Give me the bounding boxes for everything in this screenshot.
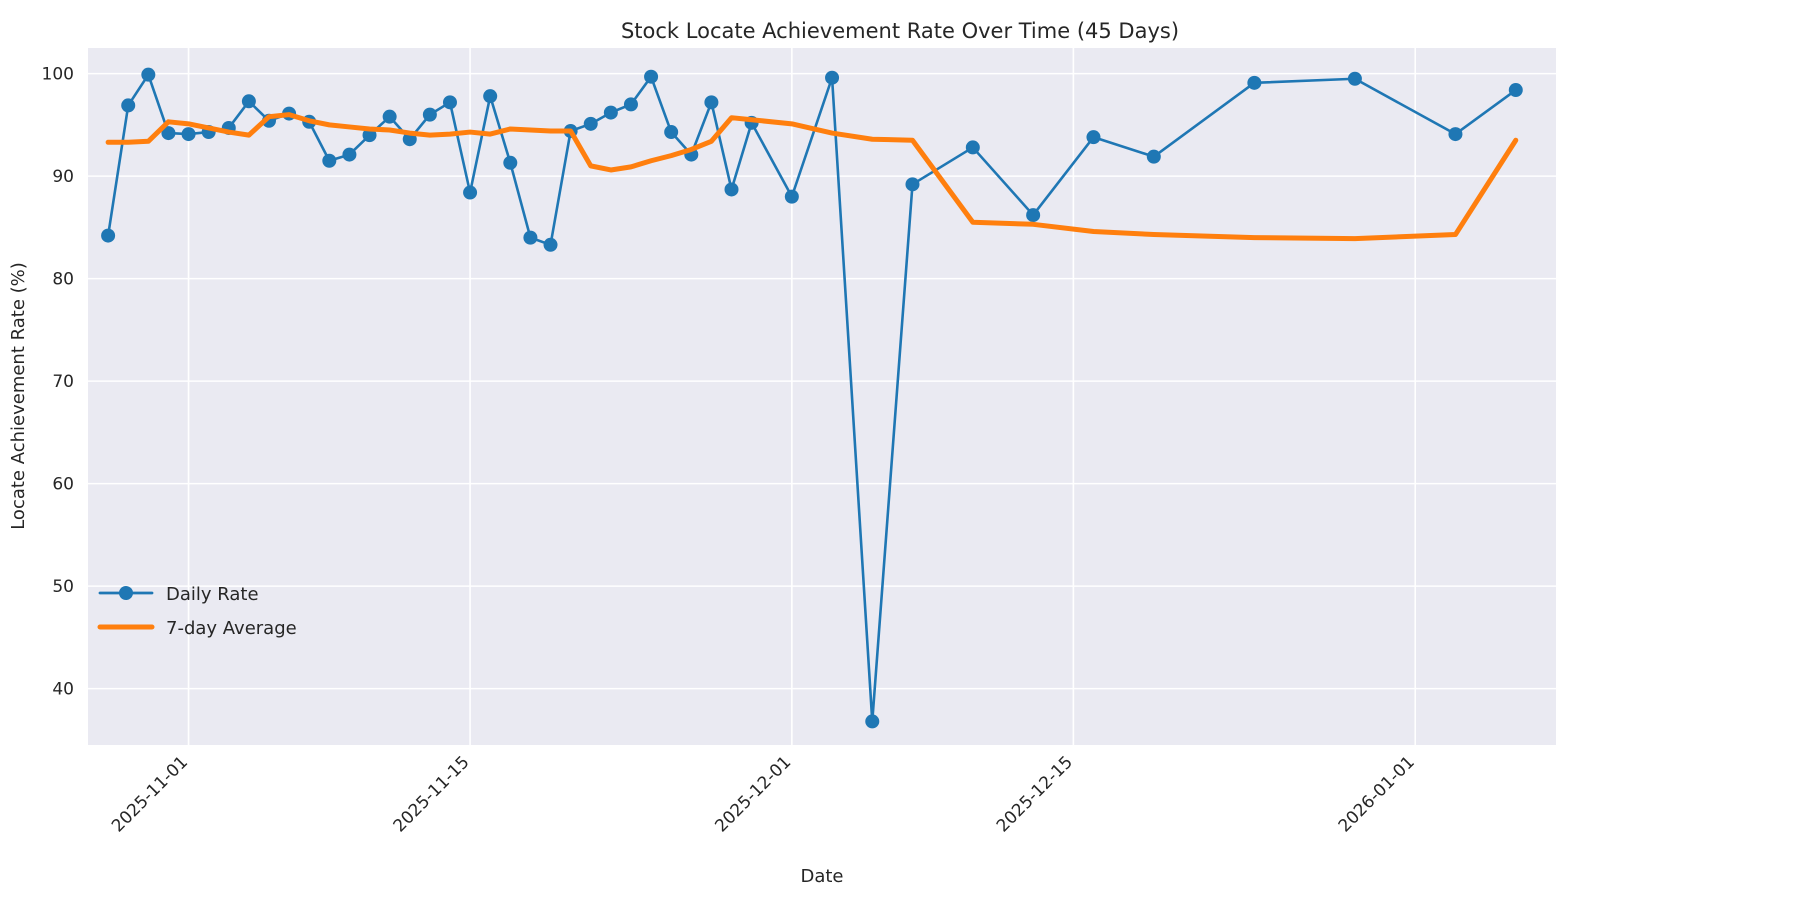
data-point-marker bbox=[1086, 130, 1101, 145]
data-point-marker bbox=[825, 70, 840, 85]
data-point-marker bbox=[1247, 75, 1262, 90]
data-point-marker bbox=[965, 140, 980, 155]
data-series-group bbox=[101, 67, 1523, 729]
data-point-marker bbox=[583, 116, 598, 131]
y-axis-label: Locate Achievement Rate (%) bbox=[8, 262, 29, 530]
y-tick-label: 100 bbox=[42, 65, 74, 85]
data-point-marker bbox=[342, 147, 357, 162]
y-tick-label: 70 bbox=[52, 372, 74, 392]
data-point-marker bbox=[603, 105, 618, 120]
data-point-marker bbox=[664, 125, 679, 140]
data-point-marker bbox=[463, 185, 478, 200]
data-point-marker bbox=[322, 153, 337, 168]
data-point-marker bbox=[241, 94, 256, 109]
data-point-marker bbox=[442, 95, 457, 110]
data-point-marker bbox=[623, 97, 638, 112]
data-point-marker bbox=[1146, 149, 1161, 164]
y-tick-label: 90 bbox=[52, 167, 74, 187]
y-axis-tick-labels: 40 50 60 70 80 90 100 bbox=[42, 65, 74, 700]
data-point-marker bbox=[724, 182, 739, 197]
data-point-marker bbox=[644, 69, 659, 84]
data-point-marker bbox=[1508, 83, 1523, 98]
data-point-marker bbox=[101, 228, 116, 243]
data-point-marker bbox=[141, 67, 156, 82]
data-point-marker bbox=[181, 127, 196, 142]
data-point-marker bbox=[382, 109, 397, 124]
legend-entry-label: Daily Rate bbox=[166, 584, 259, 605]
data-point-marker bbox=[865, 714, 880, 729]
data-point-marker bbox=[121, 98, 136, 113]
data-point-marker bbox=[905, 177, 920, 192]
series-line-7-day-average bbox=[105, 112, 1519, 242]
chart-title: Stock Locate Achievement Rate Over Time … bbox=[621, 19, 1179, 43]
data-point-marker bbox=[1448, 127, 1463, 142]
y-tick-label: 50 bbox=[52, 577, 74, 597]
data-point-marker bbox=[503, 155, 518, 170]
x-axis-label: Date bbox=[800, 866, 843, 887]
y-tick-label: 80 bbox=[52, 270, 74, 290]
chart-legend: Daily Rate 7-day Average bbox=[97, 584, 297, 639]
y-tick-label: 40 bbox=[52, 680, 74, 700]
data-point-marker bbox=[523, 230, 538, 245]
data-point-marker bbox=[1347, 71, 1362, 86]
data-point-marker bbox=[161, 126, 176, 141]
data-point-marker bbox=[422, 107, 437, 122]
legend-entry-label: 7-day Average bbox=[166, 618, 297, 639]
plot-area-background bbox=[88, 48, 1556, 745]
legend-swatch-marker bbox=[119, 586, 133, 600]
y-tick-label: 60 bbox=[52, 475, 74, 495]
data-point-marker bbox=[1026, 208, 1041, 223]
data-point-marker bbox=[784, 189, 799, 204]
data-point-marker bbox=[483, 89, 498, 104]
data-point-marker bbox=[704, 95, 719, 110]
grid-lines bbox=[88, 48, 1556, 745]
data-point-marker bbox=[543, 237, 558, 252]
